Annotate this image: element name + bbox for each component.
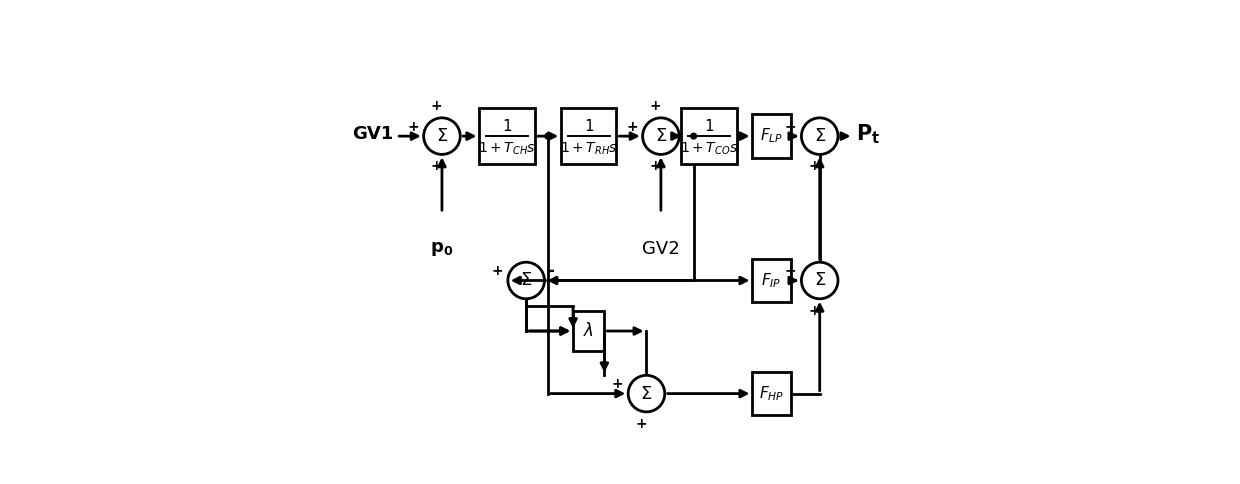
Text: $1$: $1$	[704, 118, 714, 134]
Text: $1$: $1$	[584, 118, 594, 134]
Circle shape	[691, 133, 697, 139]
FancyBboxPatch shape	[573, 311, 604, 351]
Text: +: +	[650, 99, 661, 113]
Text: GV1: GV1	[352, 125, 394, 143]
Text: $F_{IP}$: $F_{IP}$	[761, 271, 781, 290]
Text: +: +	[808, 303, 820, 318]
Text: +: +	[407, 120, 419, 134]
Circle shape	[424, 118, 460, 154]
Circle shape	[801, 118, 838, 154]
Text: $\mathbf{P_t}$: $\mathbf{P_t}$	[856, 122, 880, 146]
Circle shape	[544, 133, 551, 139]
Text: +: +	[611, 378, 624, 392]
FancyBboxPatch shape	[479, 108, 534, 164]
Text: +: +	[430, 159, 443, 173]
Circle shape	[508, 262, 544, 299]
Text: $F_{HP}$: $F_{HP}$	[759, 384, 784, 403]
Text: +: +	[635, 417, 647, 431]
Circle shape	[629, 375, 665, 412]
Text: +: +	[430, 99, 443, 113]
Circle shape	[642, 118, 680, 154]
Text: -: -	[547, 262, 554, 280]
Text: $\Sigma$: $\Sigma$	[655, 127, 667, 145]
Text: $F_{LP}$: $F_{LP}$	[760, 127, 784, 146]
Text: +: +	[808, 159, 820, 173]
Text: $\Sigma$: $\Sigma$	[640, 385, 652, 403]
Circle shape	[801, 262, 838, 299]
Text: GV2: GV2	[642, 240, 680, 257]
FancyBboxPatch shape	[753, 259, 791, 302]
Text: +: +	[785, 264, 796, 278]
FancyBboxPatch shape	[560, 108, 616, 164]
Text: +: +	[491, 264, 503, 278]
FancyBboxPatch shape	[681, 108, 737, 164]
Text: +: +	[785, 120, 796, 134]
Text: $\Sigma$: $\Sigma$	[435, 127, 448, 145]
FancyBboxPatch shape	[753, 115, 791, 158]
Text: $1+T_{CO}s$: $1+T_{CO}s$	[680, 140, 738, 156]
Text: $\Sigma$: $\Sigma$	[520, 272, 532, 289]
Text: $1$: $1$	[502, 118, 512, 134]
Text: $1+T_{CH}s$: $1+T_{CH}s$	[479, 140, 536, 156]
FancyBboxPatch shape	[753, 372, 791, 415]
Text: $\Sigma$: $\Sigma$	[813, 272, 826, 289]
Text: $\mathbf{p_0}$: $\mathbf{p_0}$	[430, 240, 454, 257]
Text: $\lambda$: $\lambda$	[583, 322, 594, 340]
Text: $1+T_{RH}s$: $1+T_{RH}s$	[559, 140, 618, 156]
Text: $\Sigma$: $\Sigma$	[813, 127, 826, 145]
Text: +: +	[626, 120, 637, 134]
Text: +: +	[650, 159, 661, 173]
